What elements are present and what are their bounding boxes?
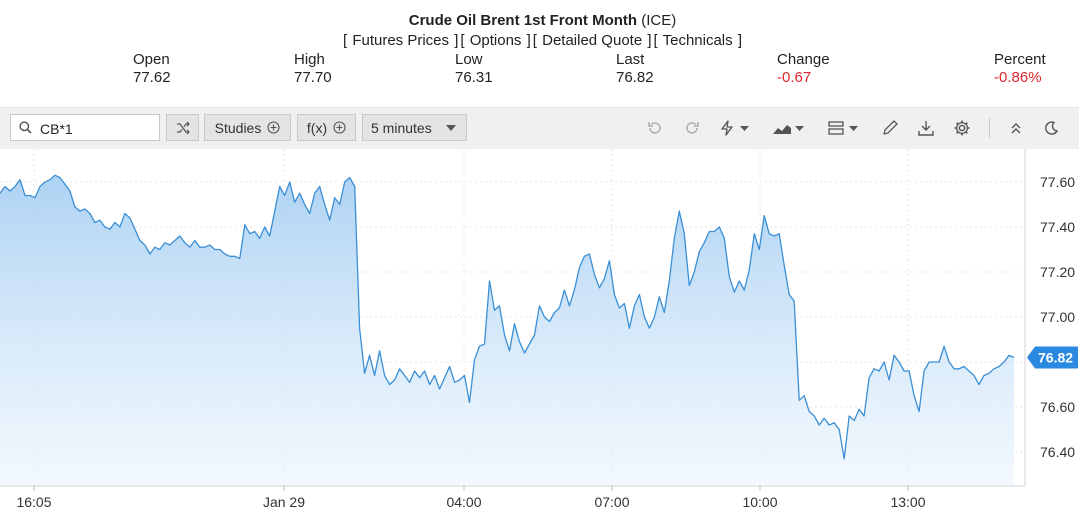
percent-label: Percent	[994, 51, 1046, 68]
x-tick-label: 16:05	[16, 494, 51, 510]
exchange-label: (ICE)	[641, 12, 677, 29]
chevron-down-icon	[795, 125, 804, 131]
last-stat: Last 76.82	[616, 51, 654, 87]
last-price-badge-shape	[1027, 346, 1078, 369]
symbol-search[interactable]	[10, 114, 160, 141]
gear-icon	[954, 120, 970, 136]
detailed-quote-link[interactable]: Detailed Quote	[542, 32, 643, 49]
studies-label: Studies	[214, 119, 262, 136]
price-area	[0, 175, 1014, 486]
percent-value: -0.86%	[994, 69, 1042, 86]
download-button[interactable]	[916, 118, 936, 138]
interval-select[interactable]: 5 minutes	[362, 114, 467, 141]
toolbar-divider	[989, 118, 990, 138]
y-tick-label: 77.20	[1040, 264, 1075, 280]
x-tick-label: 10:00	[742, 494, 777, 510]
collapse-button[interactable]	[1006, 118, 1026, 138]
y-tick-label: 77.60	[1040, 174, 1075, 190]
moon-icon	[1045, 121, 1059, 135]
chevron-down-icon	[445, 124, 456, 131]
high-label: High	[294, 51, 325, 68]
open-stat: Open 77.62	[133, 51, 171, 87]
chevrons-up-icon	[1011, 123, 1021, 134]
redo-button[interactable]	[682, 118, 702, 138]
x-axis: 16:05 Jan 29 04:00 07:00 10:00 13:00	[16, 486, 926, 510]
settings-button[interactable]	[952, 118, 972, 138]
low-label: Low	[455, 51, 483, 68]
y-tick-label: 76.60	[1040, 399, 1075, 415]
x-tick-label: 07:00	[594, 494, 629, 510]
undo-button[interactable]	[645, 118, 665, 138]
last-value: 76.82	[616, 69, 654, 86]
y-tick-label: 77.40	[1040, 219, 1075, 235]
chevron-down-icon	[849, 125, 858, 131]
download-icon	[918, 121, 934, 136]
interval-label: 5 minutes	[371, 119, 432, 136]
low-value: 76.31	[455, 69, 493, 86]
chevron-down-icon	[740, 125, 749, 131]
redo-icon	[686, 122, 699, 134]
price-line	[0, 174, 1015, 460]
y-tick-label: 77.00	[1040, 309, 1075, 325]
open-value: 77.62	[133, 69, 171, 86]
high-stat: High 77.70	[294, 51, 332, 87]
percent-stat: Percent -0.86%	[994, 51, 1046, 87]
quote-nav: [ Futures Prices ][ Options ][ Detailed …	[342, 32, 742, 49]
area-chart-icon	[773, 125, 791, 134]
page-title: Crude Oil Brent 1st Front Month (ICE)	[0, 12, 1085, 29]
undo-icon	[648, 122, 661, 134]
search-icon	[19, 121, 32, 134]
symbol-input[interactable]	[38, 118, 157, 139]
futures-prices-link[interactable]: Futures Prices	[352, 32, 450, 49]
y-tick-label: 76.40	[1040, 444, 1075, 460]
layout-menu[interactable]	[828, 118, 864, 138]
compare-button[interactable]	[166, 114, 199, 141]
pencil-icon	[883, 120, 898, 135]
events-menu[interactable]	[718, 118, 754, 138]
change-stat: Change -0.67	[777, 51, 830, 87]
x-tick-label: 13:00	[890, 494, 925, 510]
chart-type-menu[interactable]	[772, 118, 808, 138]
chart-toolbar: Studies f(x) 5 minutes	[0, 107, 1079, 149]
layout-icon	[828, 121, 844, 135]
x-tick-label: 04:00	[446, 494, 481, 510]
draw-button[interactable]	[880, 118, 900, 138]
theme-toggle[interactable]	[1041, 118, 1061, 138]
high-value: 77.70	[294, 69, 332, 86]
fx-button[interactable]: f(x)	[297, 114, 356, 141]
last-price-badge-text: 76.82	[1038, 350, 1073, 366]
technicals-link[interactable]: Technicals	[662, 32, 733, 49]
low-stat: Low 76.31	[455, 51, 493, 87]
x-tick-label: Jan 29	[263, 494, 305, 510]
lightning-icon	[721, 120, 733, 136]
open-label: Open	[133, 51, 170, 68]
plus-circle-icon	[333, 121, 346, 134]
last-label: Last	[616, 51, 645, 68]
options-link[interactable]: Options	[469, 32, 522, 49]
last-price-badge: 76.82	[1027, 346, 1078, 369]
fx-label: f(x)	[306, 119, 328, 136]
shuffle-icon	[176, 121, 190, 134]
plus-circle-icon	[267, 121, 280, 134]
change-value: -0.67	[777, 69, 812, 86]
change-label: Change	[777, 51, 830, 68]
studies-button[interactable]: Studies	[204, 114, 291, 141]
instrument-name: Crude Oil Brent 1st Front Month	[408, 12, 638, 29]
